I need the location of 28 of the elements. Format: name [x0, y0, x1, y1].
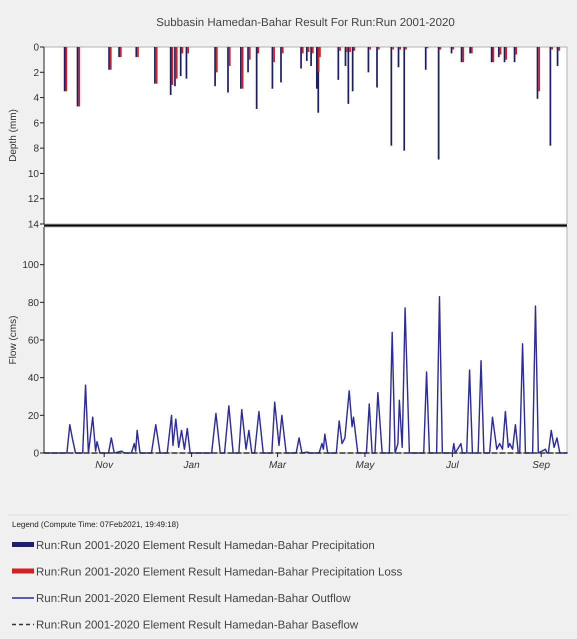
y-tick-label: 4 — [33, 93, 40, 104]
y-tick-label: 14 — [28, 220, 40, 230]
x-tick-label: Mar — [268, 460, 287, 471]
chart-title: Subbasin Hamedan-Bahar Result For Run:Run 2001-2020 — [156, 17, 455, 29]
y-axis-title: Depth (mm) — [8, 109, 19, 162]
y-tick-label: 0 — [33, 42, 40, 54]
y-tick-label: 10 — [28, 168, 40, 180]
y-tick-label: 6 — [33, 118, 40, 130]
y-tick-label: 60 — [28, 336, 40, 346]
y-tick-label: 0 — [33, 448, 40, 460]
legend-label: Run:Run 2001-2020 Element Result Hamedan-Bahar Precipitation Loss — [36, 566, 403, 579]
y-tick-label: 100 — [22, 260, 40, 272]
y-tick-label: 8 — [33, 144, 40, 155]
legend-label: Run:Run 2001-2020 Element Result Hamedan-Bahar Precipitation — [36, 540, 375, 552]
y-tick-label: 80 — [28, 298, 40, 309]
y-tick-label: 2 — [33, 68, 40, 79]
x-tick-label: Sep — [532, 460, 551, 471]
legend-label: Run:Run 2001-2020 Element Result Hamedan-Bahar Outflow — [36, 593, 352, 606]
legend-title: Legend (Compute Time: 07Feb2021, 19:49:18) — [12, 520, 180, 529]
x-tick-label: Jul — [444, 460, 460, 471]
y-axis-title: Flow (cms) — [8, 316, 19, 364]
y-tick-label: 40 — [28, 373, 40, 384]
y-tick-label: 20 — [28, 410, 40, 422]
legend-label: Run:Run 2001-2020 Element Result Hamedan-Bahar Baseflow — [36, 620, 359, 632]
x-tick-label: Nov — [95, 460, 114, 471]
y-tick-label: 12 — [28, 194, 40, 206]
x-tick-label: Jan — [182, 460, 200, 471]
x-tick-label: May — [356, 460, 376, 471]
